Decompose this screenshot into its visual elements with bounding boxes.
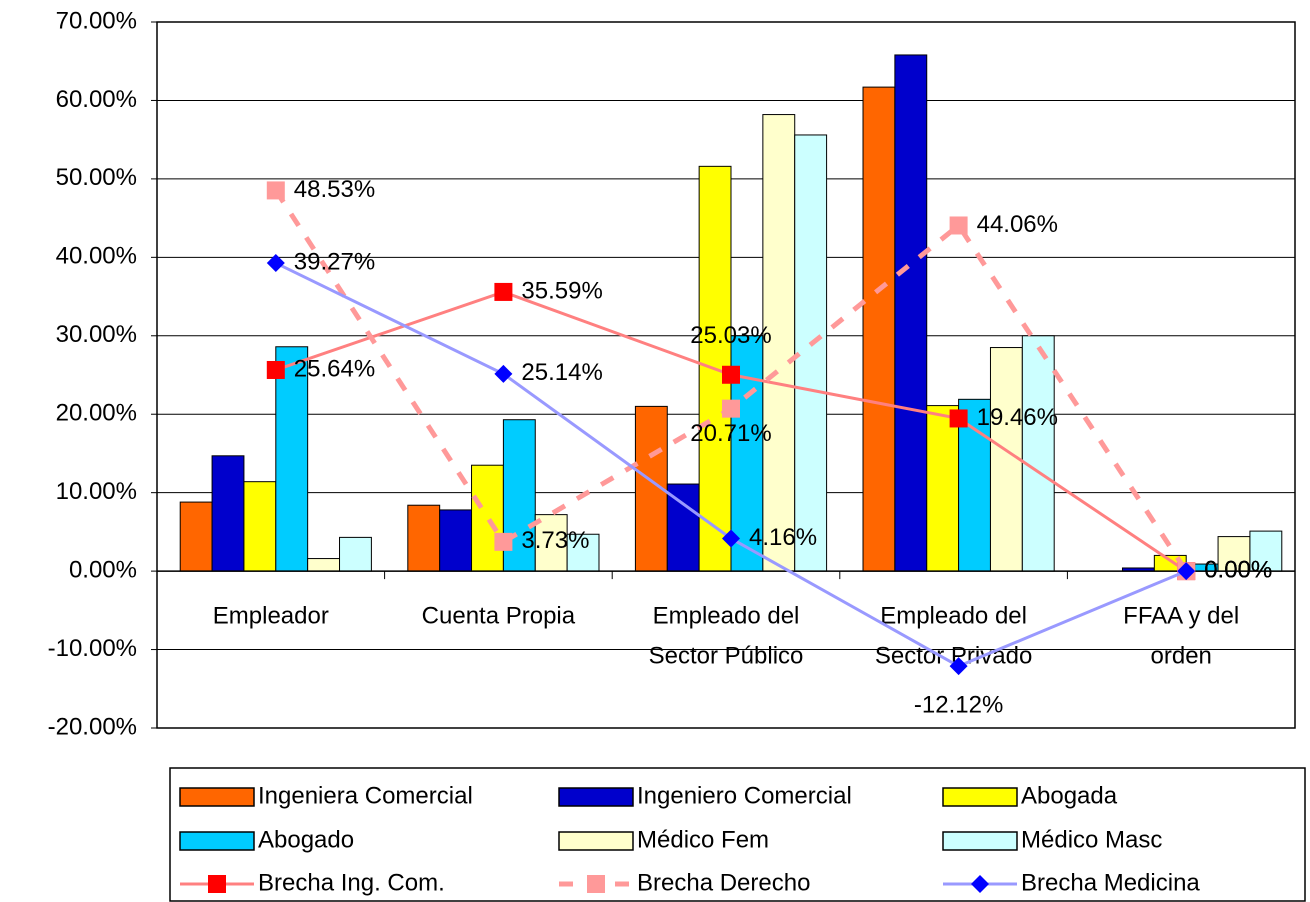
bar [862,86,896,572]
legend-swatch [558,831,634,851]
data-label: 35.59% [521,277,602,304]
data-label: 0.00% [1204,556,1272,583]
bar [666,483,700,572]
x-tick-label: FFAA y del [1123,602,1239,629]
y-tick-label: -20.00% [48,713,137,740]
line-marker [722,529,740,548]
legend-label: Abogada [1021,782,1118,809]
line-marker [722,399,740,418]
bar [926,405,960,572]
legend-swatch [179,787,255,807]
data-label: 0.00% [1204,556,1272,583]
legend-marker [208,875,226,893]
y-tick-label: 40.00% [56,243,137,270]
legend-label: Brecha Ing. Com. [258,869,445,896]
data-label: 39.27% [294,248,375,275]
legend-swatch [942,831,1018,851]
line-marker [949,409,968,428]
line-marker [722,365,740,384]
data-label: 0.00% [1204,556,1272,583]
y-tick-label: -10.00% [48,635,137,662]
legend-label: Abogado [258,826,354,853]
y-tick-label: 70.00% [56,7,137,34]
legend-label: Brecha Medicina [1021,869,1200,896]
data-label: 44.06% [977,211,1058,238]
line-marker [266,254,285,273]
line-marker [949,216,968,235]
bar [1021,335,1055,572]
bar [471,464,504,572]
x-tick-label: Empleador [213,602,329,629]
line-marker [494,532,513,551]
legend-label: Médico Fem [637,826,769,853]
bar [894,54,928,572]
plot-border [156,21,1296,729]
bar [211,455,245,572]
legend [169,767,1306,902]
y-tick-label: 50.00% [56,164,137,191]
legend-marker [587,875,605,893]
y-tick-label: 10.00% [56,478,137,505]
bar [407,504,441,572]
y-tick-label: 20.00% [56,400,137,427]
x-tick-label: Empleado del [653,602,800,629]
legend-label: Médico Masc [1021,826,1162,853]
line-marker [266,181,285,200]
data-label: 4.16% [749,524,817,551]
line-marker [266,360,285,379]
data-label: 25.14% [521,359,602,386]
data-label: 25.03% [690,322,771,349]
data-label: 48.53% [294,176,375,203]
data-label: -12.12% [914,692,1003,719]
x-tick-label: Sector Público [649,642,804,669]
bar [566,533,600,572]
legend-swatch [942,787,1018,807]
bar [179,501,213,572]
data-label: 20.71% [690,420,771,447]
bar [439,509,473,572]
data-label: 19.46% [977,404,1058,431]
legend-label: Brecha Derecho [637,869,810,896]
bar [243,481,277,572]
y-tick-label: 30.00% [56,321,137,348]
line-marker [949,657,968,676]
x-tick-label: orden [1151,642,1212,669]
bar [794,134,828,572]
x-tick-label: Empleado del [880,602,1027,629]
data-label: 3.73% [521,527,589,554]
legend-swatch [179,831,255,851]
legend-marker [971,875,989,893]
legend-swatch [558,787,634,807]
legend-label: Ingeniera Comercial [258,782,473,809]
data-label: 25.64% [294,355,375,382]
bar [339,536,372,572]
line-marker [494,282,513,301]
bar [1249,530,1283,572]
x-tick-label: Cuenta Propia [422,602,576,629]
y-tick-label: 0.00% [69,556,137,583]
line-marker [1177,562,1196,581]
legend-label: Ingeniero Comercial [637,782,852,809]
bar [307,558,341,572]
y-tick-label: 60.00% [56,86,137,113]
line-marker [494,364,513,383]
